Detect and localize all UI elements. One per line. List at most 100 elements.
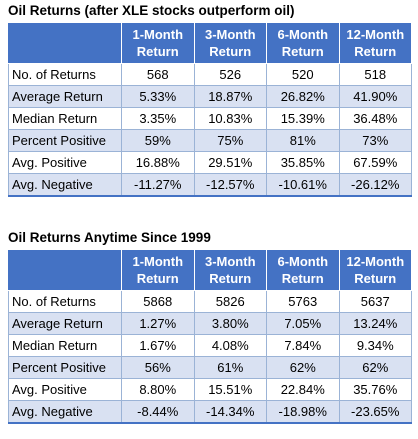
table-cell: 5637	[338, 290, 412, 313]
table-cell: 62%	[338, 356, 412, 379]
table-cell: -8.44%	[121, 400, 195, 424]
table-cell: -18.98%	[266, 400, 340, 424]
table-cell: 520	[266, 63, 340, 86]
table-row: No. of Returns 5868 5826 5763 5637	[8, 290, 412, 313]
table-cell: 568	[121, 63, 195, 86]
table-cell: 62%	[266, 356, 340, 379]
table-cell: 3.35%	[121, 107, 195, 130]
table-cell: 526	[193, 63, 267, 86]
table-row: No. of Returns 568 526 520 518	[8, 63, 412, 86]
table-cell: 56%	[121, 356, 195, 379]
table-row: Percent Positive 56% 61% 62% 62%	[8, 356, 412, 379]
header-line2: Return	[354, 44, 397, 59]
table-cell: 8.80%	[121, 378, 195, 401]
header-3-month: 3-Month Return	[193, 249, 267, 291]
table-row: Median Return 1.67% 4.08% 7.84% 9.34%	[8, 334, 412, 357]
header-line1: 6-Month	[277, 254, 329, 269]
table-row: Median Return 3.35% 10.83% 15.39% 36.48%	[8, 107, 412, 130]
row-label: Average Return	[8, 85, 122, 108]
table-row: Avg. Negative -8.44% -14.34% -18.98% -23…	[8, 400, 412, 424]
oil-returns-since-1999-table: 1-Month Return 3-Month Return 6-Month Retur…	[8, 249, 412, 424]
table-cell: 5868	[121, 290, 195, 313]
table-row: Percent Positive 59% 75% 81% 73%	[8, 129, 412, 152]
header-line2: Return	[281, 44, 324, 59]
table-row: Average Return 5.33% 18.87% 26.82% 41.90…	[8, 85, 412, 108]
header-line2: Return	[209, 271, 252, 286]
row-label: Average Return	[8, 312, 122, 335]
header-1-month: 1-Month Return	[121, 249, 195, 291]
header-line2: Return	[281, 271, 324, 286]
table-row: Avg. Negative -11.27% -12.57% -10.61% -2…	[8, 173, 412, 197]
table-cell: 5826	[193, 290, 267, 313]
row-label: Percent Positive	[8, 356, 122, 379]
table-cell: 81%	[266, 129, 340, 152]
row-label: Avg. Negative	[8, 173, 122, 197]
header-line1: 3-Month	[204, 254, 256, 269]
table-cell: -14.34%	[193, 400, 267, 424]
table-cell: 4.08%	[193, 334, 267, 357]
table-cell: 9.34%	[338, 334, 412, 357]
table-row: Average Return 1.27% 3.80% 7.05% 13.24%	[8, 312, 412, 335]
table-cell: -23.65%	[338, 400, 412, 424]
table-cell: 18.87%	[193, 85, 267, 108]
table-cell: 26.82%	[266, 85, 340, 108]
table-header-row: 1-Month Return 3-Month Return 6-Month Retur…	[8, 22, 412, 64]
table-cell: 61%	[193, 356, 267, 379]
table-cell: -10.61%	[266, 173, 340, 197]
header-line2: Return	[209, 44, 252, 59]
header-line2: Return	[136, 271, 179, 286]
table-row: Avg. Positive 8.80% 15.51% 22.84% 35.76%	[8, 378, 412, 401]
table-cell: 35.85%	[266, 151, 340, 174]
table-1-title: Oil Returns (after XLE stocks outperform…	[8, 3, 295, 18]
table-cell: 7.05%	[266, 312, 340, 335]
row-label: No. of Returns	[8, 290, 122, 313]
row-label: Median Return	[8, 334, 122, 357]
header-line2: Return	[354, 271, 397, 286]
header-line1: 12-Month	[346, 254, 405, 269]
table-cell: 73%	[338, 129, 412, 152]
table-cell: 1.27%	[121, 312, 195, 335]
row-label: Avg. Positive	[8, 151, 122, 174]
table-cell: -26.12%	[338, 173, 412, 197]
table-cell: 16.88%	[121, 151, 195, 174]
table-cell: 7.84%	[266, 334, 340, 357]
header-corner-cell	[8, 22, 122, 64]
table-cell: 5.33%	[121, 85, 195, 108]
table-cell: 518	[338, 63, 412, 86]
table-cell: 75%	[193, 129, 267, 152]
row-label: Avg. Negative	[8, 400, 122, 424]
header-line1: 1-Month	[132, 254, 184, 269]
header-corner-cell	[8, 249, 122, 291]
header-12-month: 12-Month Return	[338, 22, 412, 64]
table-2-title: Oil Returns Anytime Since 1999	[8, 230, 211, 245]
table-cell: 1.67%	[121, 334, 195, 357]
header-6-month: 6-Month Return	[266, 22, 340, 64]
header-line1: 12-Month	[346, 27, 405, 42]
table-cell: -12.57%	[193, 173, 267, 197]
header-1-month: 1-Month Return	[121, 22, 195, 64]
header-12-month: 12-Month Return	[338, 249, 412, 291]
header-line2: Return	[136, 44, 179, 59]
table-cell: 59%	[121, 129, 195, 152]
row-label: No. of Returns	[8, 63, 122, 86]
row-label: Avg. Positive	[8, 378, 122, 401]
table-row: Avg. Positive 16.88% 29.51% 35.85% 67.59…	[8, 151, 412, 174]
table-cell: 10.83%	[193, 107, 267, 130]
row-label: Median Return	[8, 107, 122, 130]
header-6-month: 6-Month Return	[266, 249, 340, 291]
row-label: Percent Positive	[8, 129, 122, 152]
table-cell: 15.51%	[193, 378, 267, 401]
table-cell: 5763	[266, 290, 340, 313]
table-cell: 41.90%	[338, 85, 412, 108]
table-cell: 29.51%	[193, 151, 267, 174]
header-line1: 6-Month	[277, 27, 329, 42]
table-cell: 13.24%	[338, 312, 412, 335]
table-cell: 15.39%	[266, 107, 340, 130]
oil-returns-after-xle-table: 1-Month Return 3-Month Return 6-Month Retur…	[8, 22, 412, 197]
table-cell: 67.59%	[338, 151, 412, 174]
table-cell: 22.84%	[266, 378, 340, 401]
header-3-month: 3-Month Return	[193, 22, 267, 64]
header-line1: 3-Month	[204, 27, 256, 42]
table-cell: -11.27%	[121, 173, 195, 197]
table-cell: 36.48%	[338, 107, 412, 130]
